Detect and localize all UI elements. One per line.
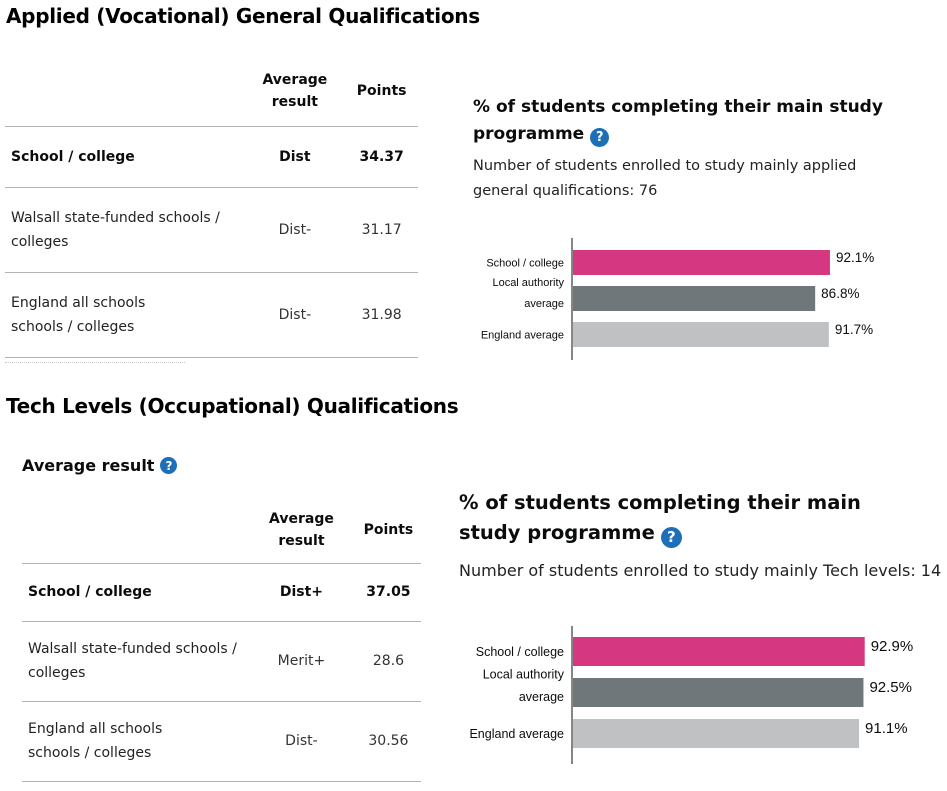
row-result: Dist- [244,272,346,358]
row-result: Dist- [247,701,356,782]
results-table-applied-general: Average result Points School / college D… [5,56,418,358]
divider [5,362,185,367]
column-header-average-result: Average result [247,497,356,564]
row-points: 31.98 [345,272,418,358]
bar [573,286,816,311]
category-label: England average [469,727,564,741]
chart-title: % of students completing their main stud… [473,94,883,148]
data-label: 91.1% [865,720,908,737]
row-result: Dist+ [247,563,356,622]
table-row: England all schools schools / colleges D… [22,701,421,782]
data-label: 91.7% [835,322,873,337]
chart-title: % of students completing their main stud… [459,488,919,548]
table-row: England all schools schools / colleges D… [5,272,418,358]
section-title-tech-levels: Tech Levels (Occupational) Qualification… [6,394,459,418]
help-icon[interactable]: ? [590,128,610,147]
bar [573,678,864,707]
column-header-points: Points [345,56,418,127]
bar [573,250,830,275]
column-header-average-result: Average result [244,56,346,127]
row-label: Walsall state-funded schools / colleges [5,187,245,273]
category-label: Local authority average [492,277,564,310]
category-label: England average [481,329,564,341]
results-table-tech-levels: Average result Points School / college D… [22,497,421,782]
chart-title-text: % of students completing their main stud… [459,491,861,544]
bar [573,719,860,748]
category-label: School / college [476,645,564,659]
row-result: Merit+ [247,621,356,702]
average-result-heading-text: Average result [22,456,155,475]
chart-title-text: % of students completing their main stud… [473,97,883,144]
table-row: Walsall state-funded schools / colleges … [22,621,421,702]
chart-subtitle: Number of students enrolled to study mai… [459,561,942,580]
table-row: School / college Dist 34.37 [5,126,418,188]
table-row: Walsall state-funded schools / colleges … [5,187,418,273]
row-result: Dist- [244,187,346,273]
chart-subtitle: Number of students enrolled to study mai… [473,158,857,199]
row-label: England all schools schools / colleges [22,701,248,782]
bar-chart-completion-applied: School / college 92.1% Local authority aver… [481,238,874,360]
bar-chart-completion-tech: School / college 92.9% Local authority aver… [469,626,914,764]
row-label: Walsall state-funded schools / colleges [22,621,248,702]
row-points: 28.6 [355,621,421,702]
column-header-points: Points [355,497,421,564]
data-label: 92.1% [836,250,874,265]
category-label: Local authority average [483,668,565,705]
row-points: 37.05 [355,563,421,622]
row-points: 34.37 [345,126,418,188]
row-label: England all schools schools / colleges [5,272,245,358]
category-label: School / college [486,257,564,269]
row-points: 30.56 [355,701,421,782]
help-icon[interactable]: ? [160,457,178,474]
row-points: 31.17 [345,187,418,273]
section-title-applied-general: Applied (Vocational) General Qualificati… [6,4,480,28]
data-label: 92.9% [871,638,914,655]
table-row: School / college Dist+ 37.05 [22,563,421,622]
help-icon[interactable]: ? [660,526,682,548]
data-label: 86.8% [821,286,859,301]
row-label: School / college [5,126,245,188]
row-result: Dist [244,126,346,188]
bar [573,637,865,666]
average-result-heading: Average result ? [22,456,178,475]
data-label: 92.5% [869,679,912,696]
row-label: School / college [22,563,248,622]
bar [573,322,829,347]
